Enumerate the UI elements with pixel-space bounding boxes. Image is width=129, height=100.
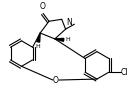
Text: N: N [67,18,72,27]
Text: O: O [39,2,45,12]
Polygon shape [55,38,64,41]
Polygon shape [37,33,40,42]
Text: H: H [36,44,41,49]
Text: O: O [53,76,59,84]
Text: Cl: Cl [121,68,128,77]
Text: H: H [66,37,70,42]
